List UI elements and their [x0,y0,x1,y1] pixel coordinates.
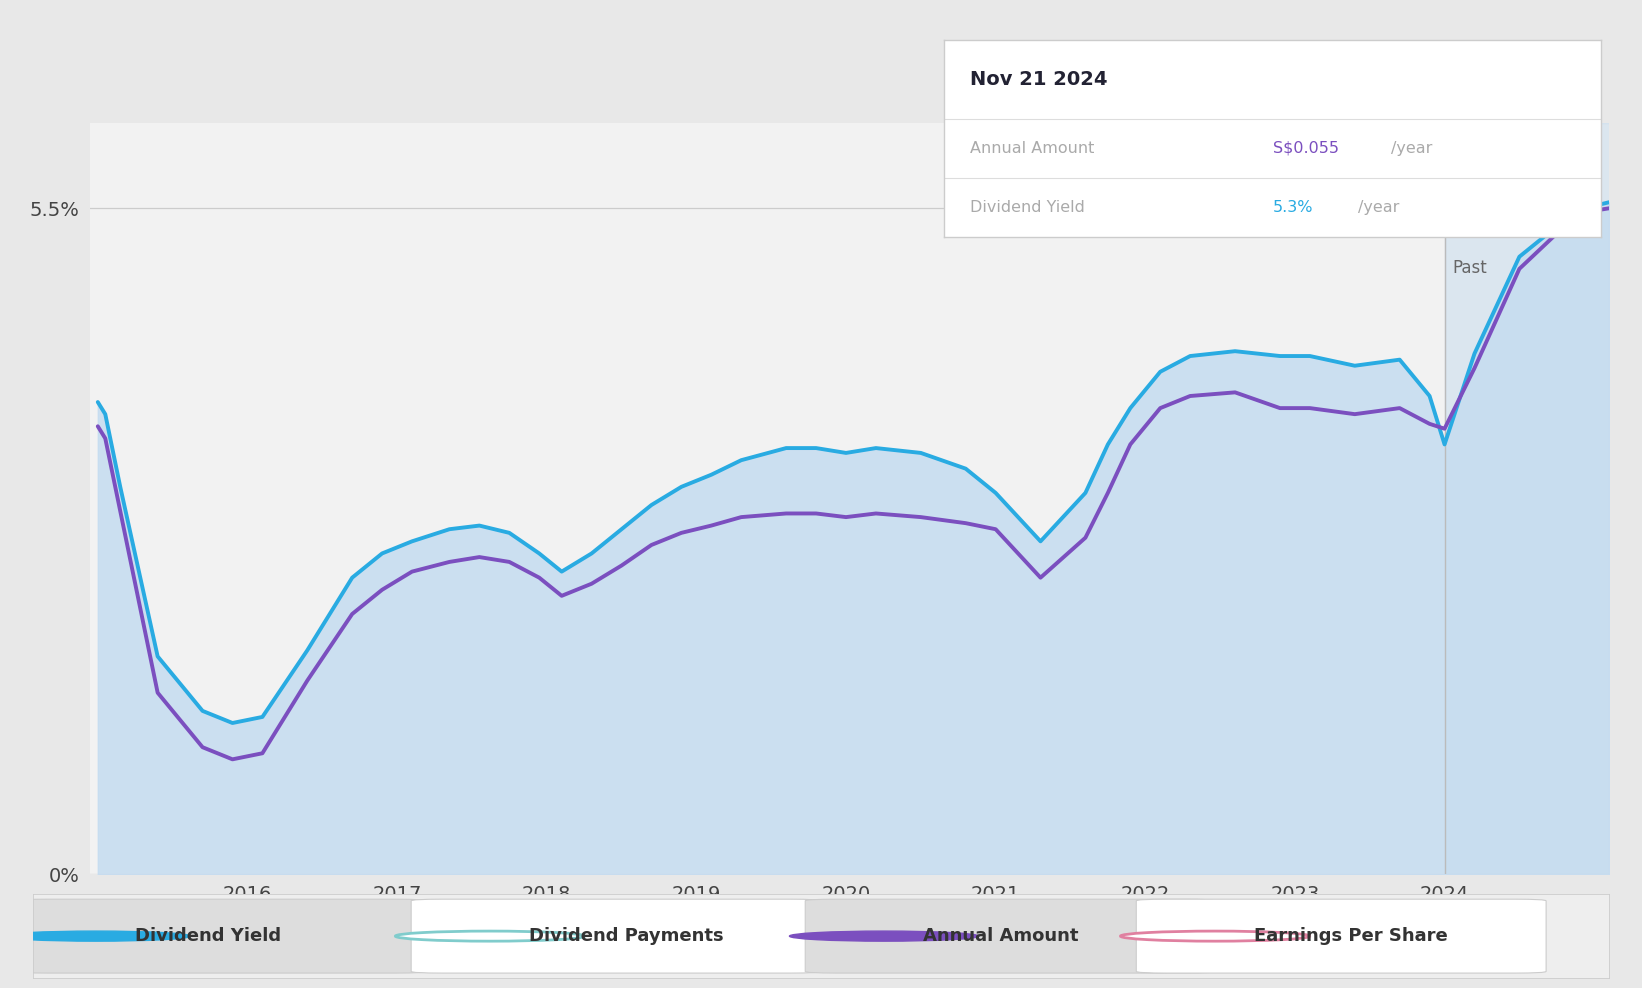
Text: Earnings Per Share: Earnings Per Share [1254,927,1448,946]
Circle shape [1120,931,1310,942]
Text: S$0.055: S$0.055 [1273,140,1338,156]
Circle shape [790,931,979,942]
Bar [1445,124,1639,874]
Circle shape [2,931,190,942]
Circle shape [396,931,585,942]
Text: Dividend Yield: Dividend Yield [970,200,1085,215]
FancyBboxPatch shape [16,899,427,973]
Text: Annual Amount: Annual Amount [923,927,1079,946]
Text: Past: Past [1452,259,1486,278]
Text: Dividend Payments: Dividend Payments [529,927,724,946]
FancyBboxPatch shape [1136,899,1547,973]
Text: 5.3%: 5.3% [1273,200,1314,215]
FancyBboxPatch shape [805,899,1215,973]
Text: Annual Amount: Annual Amount [970,140,1095,156]
FancyBboxPatch shape [410,899,821,973]
Text: /year: /year [1391,140,1432,156]
Text: Dividend Yield: Dividend Yield [135,927,281,946]
Text: Nov 21 2024: Nov 21 2024 [970,69,1108,89]
Text: /year: /year [1358,200,1399,215]
